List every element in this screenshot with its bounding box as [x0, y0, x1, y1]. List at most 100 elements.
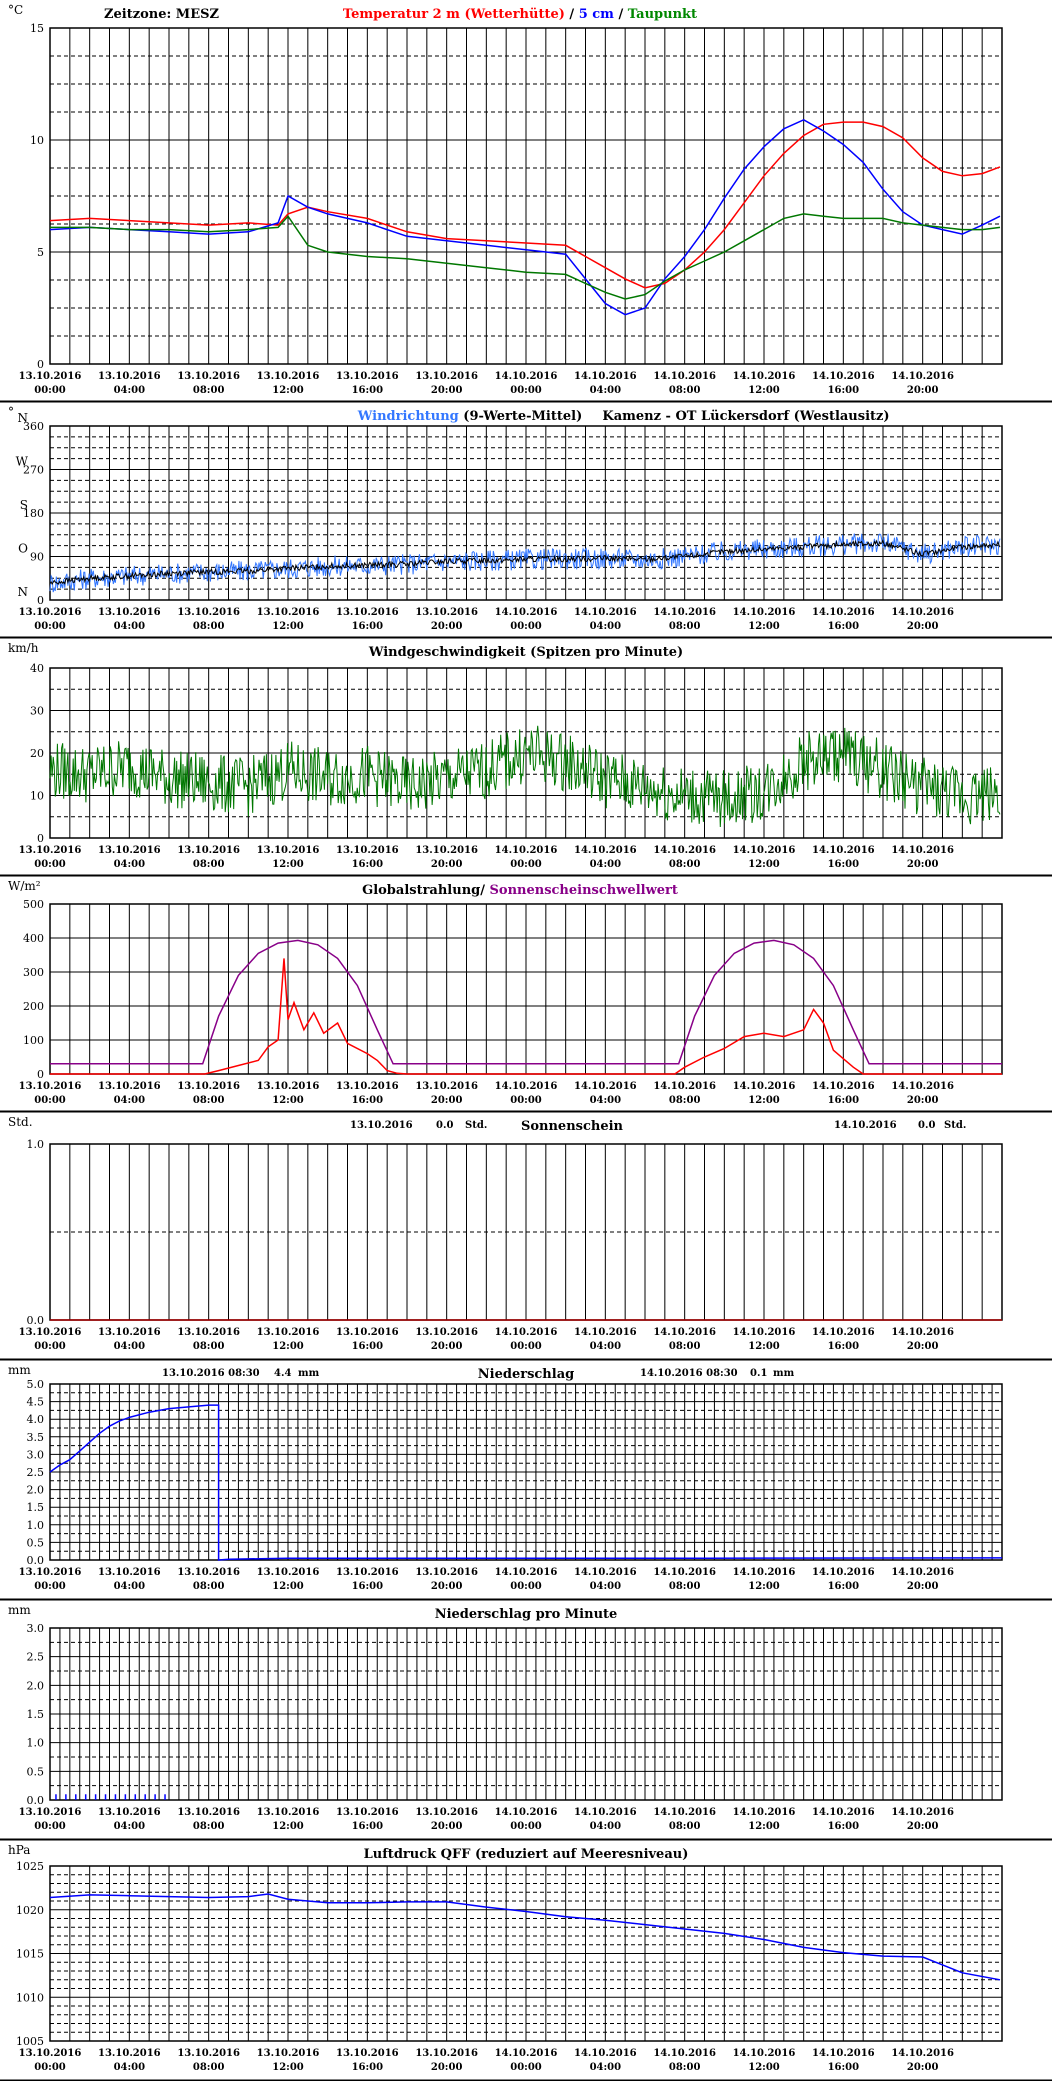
x-tick-time: 08:00 [193, 1341, 225, 1352]
x-tick-date: 13.10.2016 [415, 371, 478, 382]
x-tick-time: 20:00 [907, 385, 939, 396]
x-tick-time: 20:00 [907, 1581, 939, 1592]
x-tick-date: 13.10.2016 [336, 1567, 399, 1578]
x-tick-date: 14.10.2016 [495, 607, 558, 618]
x-tick-date: 13.10.2016 [415, 1807, 478, 1818]
x-tick-date: 13.10.2016 [336, 845, 399, 856]
x-tick-date: 13.10.2016 [336, 1327, 399, 1338]
x-tick-time: 08:00 [669, 2062, 701, 2073]
summary-date: 14.10.2016 08:30 [640, 1368, 738, 1379]
x-tick-time: 20:00 [431, 1095, 463, 1106]
panel-radiation: 0 100 200 300 400 500 W/m² 13.10.2016 00:00 13.10… [0, 879, 1052, 1113]
x-tick-date: 14.10.2016 [574, 607, 637, 618]
x-tick-date: 14.10.2016 [812, 1327, 875, 1338]
x-tick-date: 14.10.2016 [653, 1327, 716, 1338]
panel-precipitation_per_minute: 0.0 0.5 1.0 1.5 2.0 2.5 3.0 mm 13.10.2016 00:00 13… [0, 1603, 1052, 1841]
y-tick-label: 3.5 [27, 1431, 45, 1444]
x-tick-date: 13.10.2016 [336, 607, 399, 618]
x-tick-date: 14.10.2016 [733, 845, 796, 856]
title-segment: / [565, 7, 579, 22]
x-tick-time: 00:00 [510, 1095, 542, 1106]
x-tick-time: 04:00 [590, 2062, 622, 2073]
panel-wind_speed: 0 10 20 30 40 km/h 13.10.2016 00:00 13.10.2016 04… [0, 641, 1052, 877]
x-tick-time: 08:00 [193, 1821, 225, 1832]
x-tick-date: 14.10.2016 [653, 1567, 716, 1578]
x-tick-time: 08:00 [193, 859, 225, 870]
x-tick-time: 12:00 [748, 1341, 780, 1352]
x-tick-time: 04:00 [114, 2062, 146, 2073]
x-tick-date: 14.10.2016 [574, 845, 637, 856]
x-tick-date: 14.10.2016 [891, 1567, 954, 1578]
title-segment: Temperatur 2 m (Wetterhütte) [343, 7, 565, 22]
x-tick-time: 08:00 [669, 621, 701, 632]
x-tick-date: 14.10.2016 [495, 2048, 558, 2059]
x-tick-time: 08:00 [669, 1341, 701, 1352]
x-tick-date: 13.10.2016 [98, 2048, 161, 2059]
x-tick-date: 14.10.2016 [495, 1807, 558, 1818]
series-line [50, 939, 1002, 1065]
x-tick-date: 14.10.2016 [891, 607, 954, 618]
x-tick-time: 04:00 [114, 385, 146, 396]
x-tick-time: 00:00 [34, 1821, 66, 1832]
y-tick-label: 3.0 [27, 1448, 45, 1461]
x-tick-date: 13.10.2016 [177, 1327, 240, 1338]
x-tick-time: 20:00 [431, 385, 463, 396]
chart-title: Luftdruck QFF (reduziert auf Meeresnivea… [364, 1847, 689, 1862]
y-unit-label: Std. [8, 1115, 33, 1129]
x-tick-time: 16:00 [352, 1095, 384, 1106]
x-tick-date: 13.10.2016 [415, 1081, 478, 1092]
y-unit-label: W/m² [8, 879, 41, 893]
x-tick-time: 20:00 [431, 859, 463, 870]
chart-title: Temperatur 2 m (Wetterhütte) / 5 cm / Ta… [343, 7, 697, 22]
x-tick-date: 13.10.2016 [257, 607, 320, 618]
x-tick-time: 12:00 [748, 859, 780, 870]
series-line [50, 958, 1002, 1075]
y-tick-label: 2.5 [27, 1651, 45, 1664]
x-tick-date: 13.10.2016 [177, 845, 240, 856]
x-tick-date: 14.10.2016 [812, 1081, 875, 1092]
x-tick-date: 14.10.2016 [733, 1081, 796, 1092]
x-tick-date: 13.10.2016 [19, 845, 82, 856]
x-tick-date: 14.10.2016 [574, 1807, 637, 1818]
y-unit-label: km/h [8, 641, 39, 655]
series-line [49, 1893, 1001, 1981]
x-tick-time: 16:00 [828, 621, 860, 632]
x-tick-date: 13.10.2016 [19, 371, 82, 382]
x-tick-date: 14.10.2016 [653, 845, 716, 856]
x-tick-date: 13.10.2016 [336, 1081, 399, 1092]
x-tick-time: 04:00 [590, 1821, 622, 1832]
x-tick-date: 13.10.2016 [415, 1567, 478, 1578]
y-tick-label: 400 [23, 932, 44, 945]
chart-title: Niederschlag pro Minute [435, 1607, 618, 1622]
y-tick-label: 3.0 [27, 1622, 45, 1635]
series-line [49, 538, 1001, 586]
x-tick-date: 14.10.2016 [891, 1327, 954, 1338]
y-tick-label: 1.0 [27, 1737, 45, 1750]
x-tick-time: 16:00 [352, 1581, 384, 1592]
x-tick-time: 04:00 [114, 859, 146, 870]
x-tick-time: 12:00 [272, 1341, 304, 1352]
y-unit-label: °C [8, 3, 23, 17]
x-tick-date: 13.10.2016 [98, 371, 161, 382]
x-tick-date: 14.10.2016 [733, 1567, 796, 1578]
x-tick-time: 08:00 [669, 1581, 701, 1592]
y-tick-label: 270 [23, 464, 44, 477]
x-tick-time: 12:00 [272, 621, 304, 632]
x-tick-time: 16:00 [352, 1821, 384, 1832]
x-tick-time: 08:00 [669, 859, 701, 870]
title-segment: / [614, 7, 628, 22]
x-tick-date: 14.10.2016 [574, 371, 637, 382]
y-tick-label: 0 [37, 1068, 44, 1081]
x-tick-time: 20:00 [431, 1821, 463, 1832]
x-tick-date: 14.10.2016 [812, 607, 875, 618]
x-tick-time: 00:00 [34, 1341, 66, 1352]
y-tick-label: 20 [30, 747, 44, 760]
compass-letter: W [16, 455, 29, 469]
compass-letter: O [18, 542, 28, 556]
x-tick-time: 08:00 [193, 2062, 225, 2073]
y-tick-label: 2.5 [27, 1466, 45, 1479]
y-tick-label: 1.5 [27, 1501, 45, 1514]
title-segment: Taupunkt [628, 7, 697, 22]
x-tick-time: 04:00 [590, 621, 622, 632]
x-tick-date: 13.10.2016 [257, 1081, 320, 1092]
